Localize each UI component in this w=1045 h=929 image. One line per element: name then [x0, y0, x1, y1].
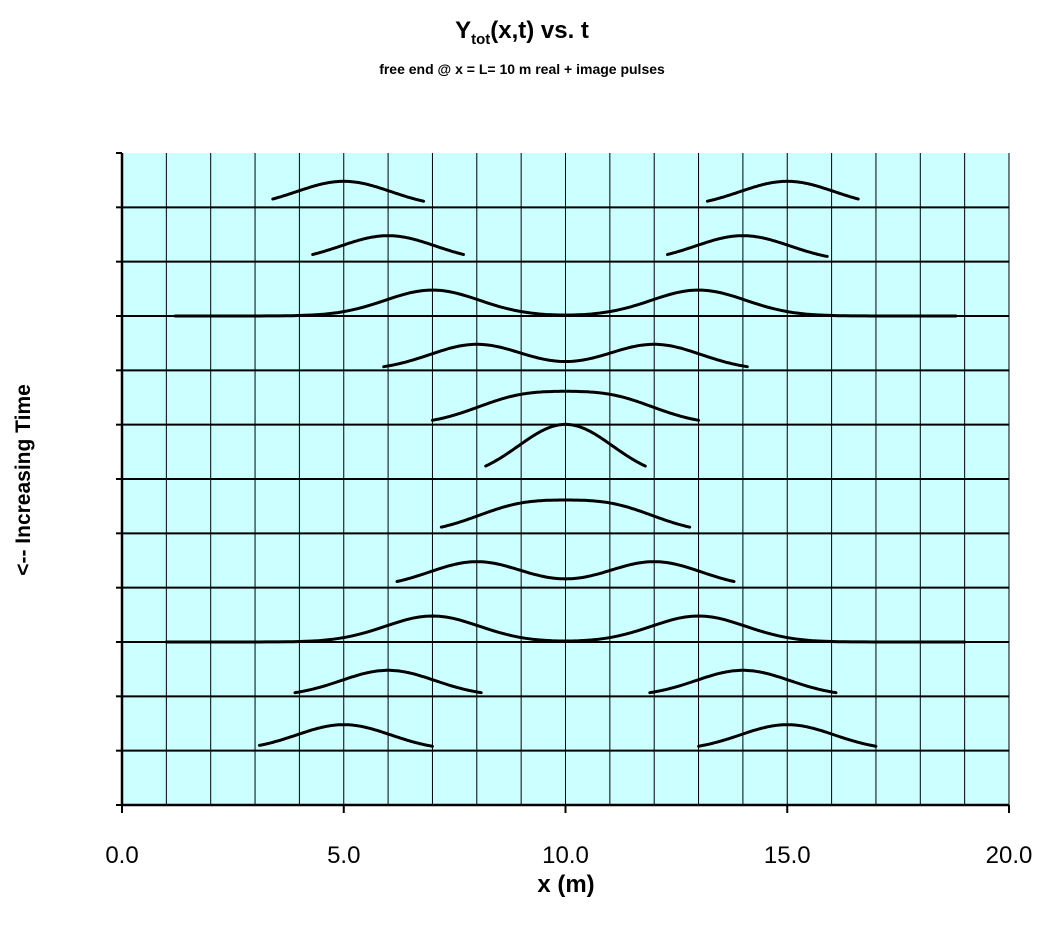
x-tick-label: 20.0 [986, 842, 1033, 869]
series-line-row-2 [666, 234, 829, 258]
x-tick-label: 5.0 [327, 842, 360, 869]
series-line-row-9 [164, 614, 967, 644]
series-line-row-1 [271, 179, 426, 203]
x-tick-label: 15.0 [764, 842, 811, 869]
series-line-row-4 [382, 342, 749, 369]
x-axis-label: x (m) [537, 871, 594, 898]
x-tick-label: 10.0 [542, 842, 589, 869]
x-tick-labels: 0.0 5.0 10.0 15.0 20.0 [105, 842, 1032, 869]
chart-subtitle: free end @ x = L= 10 m real + image puls… [379, 61, 665, 77]
series-line-row-3 [173, 288, 958, 318]
x-tick-label: 0.0 [105, 842, 138, 869]
series-line-row-11 [697, 723, 878, 748]
series-line-row-6 [484, 422, 647, 468]
series-line-row-11 [258, 723, 434, 748]
series-line-row-1 [705, 179, 860, 203]
series-line-row-7 [439, 498, 692, 529]
grid [122, 153, 1010, 805]
chart-title: Ytot(x,t) vs. t [455, 17, 589, 48]
series-line-row-8 [395, 560, 736, 583]
series-line-row-5 [430, 389, 701, 422]
series-line-row-10 [293, 668, 483, 695]
y-axis-label: <-- Increasing Time [12, 384, 35, 576]
axes [116, 152, 1010, 813]
series-group [164, 179, 967, 748]
series-line-row-10 [648, 668, 838, 695]
series-line-row-2 [311, 234, 465, 256]
